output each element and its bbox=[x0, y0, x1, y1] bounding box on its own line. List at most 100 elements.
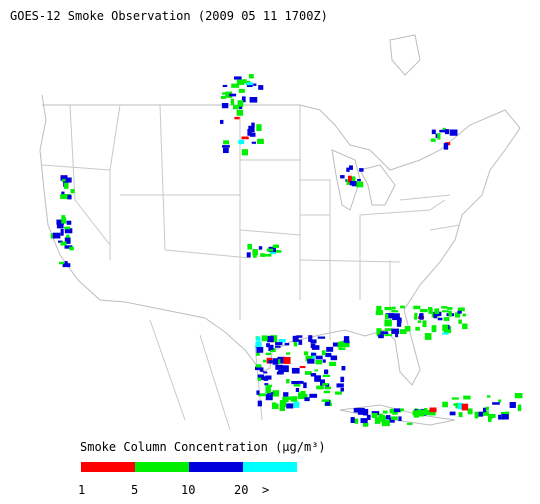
smoke-pixel bbox=[322, 374, 331, 377]
smoke-pixel bbox=[284, 342, 290, 346]
smoke-pixel bbox=[371, 413, 378, 418]
smoke-pixel bbox=[392, 313, 400, 321]
smoke-pixel bbox=[406, 422, 413, 425]
smoke-pixel bbox=[56, 219, 65, 225]
smoke-pixel bbox=[384, 334, 393, 337]
smoke-pixel bbox=[501, 413, 509, 420]
smoke-pixel bbox=[234, 116, 240, 120]
smoke-pixel bbox=[443, 142, 449, 150]
smoke-pixel bbox=[66, 234, 70, 238]
smoke-pixel bbox=[304, 397, 310, 402]
smoke-pixel bbox=[278, 369, 284, 375]
smoke-pixel bbox=[296, 335, 303, 338]
smoke-pixel bbox=[429, 409, 436, 416]
smoke-pixel bbox=[413, 305, 421, 310]
smoke-pixel bbox=[414, 312, 418, 320]
smoke-pixel bbox=[252, 255, 257, 258]
smoke-pixel bbox=[269, 344, 274, 351]
smoke-pixel bbox=[321, 399, 330, 402]
smoke-pixel bbox=[307, 358, 315, 364]
smoke-pixel bbox=[435, 133, 439, 138]
smoke-pixel bbox=[256, 352, 260, 356]
smoke-pixel bbox=[52, 232, 61, 239]
smoke-pixel bbox=[379, 414, 385, 422]
smoke-pixel bbox=[335, 391, 342, 395]
smoke-pixel bbox=[268, 360, 273, 364]
smoke-pixel bbox=[422, 320, 427, 328]
smoke-pixel bbox=[442, 324, 449, 332]
smoke-pixel bbox=[246, 82, 253, 86]
smoke-pixel bbox=[220, 119, 224, 124]
smoke-pixel bbox=[396, 320, 402, 327]
smoke-pixel bbox=[413, 413, 419, 418]
smoke-pixel bbox=[463, 395, 471, 400]
smoke-pixel bbox=[437, 133, 441, 140]
smoke-pixel bbox=[292, 335, 299, 342]
smoke-pixel bbox=[462, 323, 468, 330]
smoke-pixel bbox=[255, 364, 262, 368]
smoke-pixel bbox=[399, 408, 404, 412]
smoke-pixel bbox=[336, 383, 344, 388]
smoke-pixel bbox=[443, 317, 450, 321]
smoke-pixel bbox=[252, 249, 258, 256]
smoke-pixel bbox=[323, 390, 331, 394]
smoke-pixel bbox=[330, 355, 338, 361]
smoke-pixel bbox=[392, 411, 398, 415]
smoke-pixel bbox=[233, 105, 239, 110]
smoke-pixel bbox=[241, 136, 249, 140]
smoke-pixel bbox=[326, 346, 334, 352]
smoke-pixel bbox=[265, 375, 272, 380]
smoke-pixel bbox=[297, 380, 304, 384]
smoke-pixel bbox=[399, 329, 407, 335]
smoke-pixel bbox=[255, 341, 262, 349]
smoke-pixel bbox=[65, 177, 72, 183]
smoke-pixel bbox=[59, 261, 65, 265]
smoke-pixel bbox=[441, 306, 448, 309]
smoke-pixel bbox=[346, 167, 350, 172]
smoke-pixel bbox=[257, 400, 262, 407]
smoke-pixel bbox=[363, 408, 369, 416]
smoke-pixel bbox=[366, 414, 371, 420]
smoke-pixel bbox=[380, 331, 389, 335]
smoke-pixel bbox=[272, 244, 279, 249]
smoke-pixel bbox=[66, 220, 72, 225]
smoke-pixel bbox=[310, 339, 317, 344]
smoke-pixel bbox=[321, 350, 326, 356]
smoke-pixel bbox=[398, 416, 402, 422]
smoke-pixel bbox=[251, 122, 255, 128]
smoke-pixel bbox=[261, 335, 268, 342]
smoke-pixel bbox=[454, 312, 461, 318]
smoke-pixel bbox=[60, 175, 68, 181]
smoke-pixel bbox=[275, 364, 283, 370]
smoke-pixel bbox=[310, 345, 314, 349]
smoke-pixel bbox=[241, 96, 246, 103]
smoke-pixel bbox=[453, 403, 458, 406]
smoke-pixel bbox=[428, 309, 433, 314]
smoke-pixel bbox=[393, 408, 401, 413]
smoke-pixel bbox=[374, 417, 381, 424]
smoke-pixel bbox=[291, 381, 299, 385]
smoke-pixel bbox=[247, 129, 252, 136]
legend-swatch bbox=[81, 462, 135, 472]
smoke-pixel bbox=[60, 241, 67, 246]
smoke-pixel bbox=[304, 371, 312, 375]
smoke-pixel bbox=[272, 390, 280, 397]
smoke-pixel bbox=[257, 374, 265, 380]
smoke-pixel bbox=[222, 145, 230, 148]
smoke-pixels bbox=[50, 74, 523, 427]
smoke-pixel bbox=[417, 320, 422, 323]
smoke-pixel bbox=[324, 369, 329, 375]
smoke-pixel bbox=[222, 84, 228, 88]
smoke-pixel bbox=[353, 408, 362, 413]
smoke-pixel bbox=[283, 392, 289, 397]
smoke-pixel bbox=[332, 342, 339, 347]
smoke-pixel bbox=[340, 387, 344, 392]
smoke-pixel bbox=[316, 385, 324, 390]
smoke-pixel bbox=[458, 319, 462, 324]
smoke-pixel bbox=[391, 416, 398, 420]
smoke-pixel bbox=[478, 411, 484, 417]
smoke-pixel bbox=[428, 307, 433, 310]
smoke-pixel bbox=[315, 360, 323, 365]
smoke-pixel bbox=[56, 223, 64, 229]
smoke-pixel bbox=[274, 250, 282, 253]
